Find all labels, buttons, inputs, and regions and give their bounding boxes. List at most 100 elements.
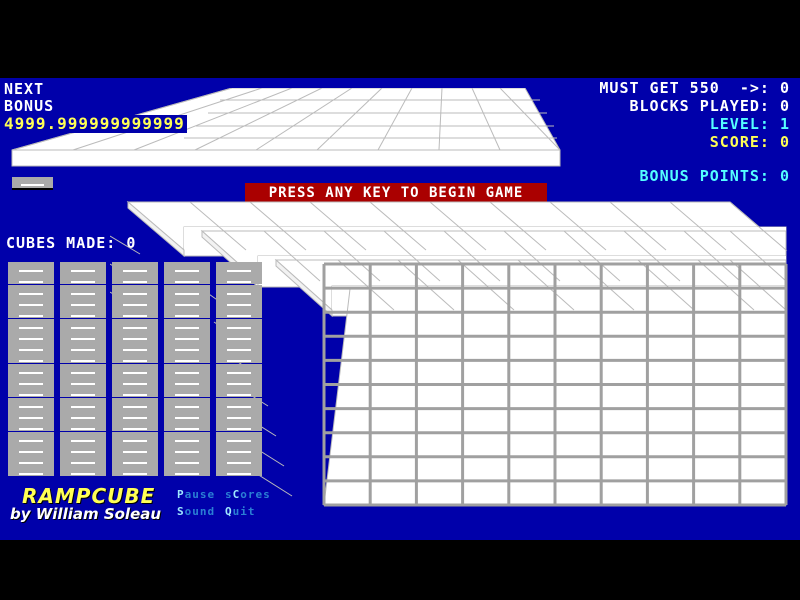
block-column [164,262,210,477]
stat-value: 0 [779,167,790,185]
bonus-label: BONUS [4,97,55,115]
stack-block [112,329,158,341]
game-author: by William Soleau [10,505,162,523]
stack-block [216,295,262,307]
menu-item-quit[interactable]: Quit [225,505,256,518]
stat-score: SCORE: 0 [710,135,790,150]
stack-block [164,352,210,364]
stack-block [164,295,210,307]
stack-block [8,431,54,443]
menu-item-sound[interactable]: Sound [177,505,215,518]
stack-block [112,295,158,307]
stat-bonus-points: BONUS POINTS: 0 [640,169,790,184]
stack-block [164,420,210,432]
stack-block [8,408,54,420]
stack-block [216,318,262,330]
stack-block [60,386,106,398]
hotkey-p: P [177,488,185,501]
stack-block [216,465,262,477]
stack-block [60,341,106,353]
block-column [8,262,54,477]
stat-label: LEVEL: [709,115,770,133]
stat-label: BONUS POINTS: [639,167,770,185]
stack-block [112,318,158,330]
stack-block [216,341,262,353]
stack-block [216,329,262,341]
stack-block [8,363,54,375]
stack-block [112,352,158,364]
stat-label: BLOCKS PLAYED: [629,97,770,115]
stack-block [216,262,262,273]
stack-block [8,454,54,466]
stack-block [112,454,158,466]
stat-must-get: MUST GET 550 ->: 0 [599,81,790,96]
stack-block [60,284,106,296]
stack-block [112,408,158,420]
stack-block [112,307,158,319]
block-column [60,262,106,477]
stack-block [60,307,106,319]
stack-block [60,397,106,409]
stack-block [164,408,210,420]
next-preview-platform [0,88,600,183]
stack-block [8,442,54,454]
stack-block [112,420,158,432]
game-logo: RAMPCUBE [22,484,156,508]
stack-block [60,408,106,420]
stat-value: 0 [779,97,790,115]
stack-block [164,262,210,273]
stack-block [112,273,158,285]
stack-block [60,431,106,443]
stack-block [216,454,262,466]
menu-prefix: s [225,488,233,501]
stat-value: 1 [779,115,790,133]
stack-block [8,329,54,341]
stat-value: 0 [779,133,790,151]
next-piece-block [12,177,53,190]
stack-block [164,273,210,285]
hotkey-q: Q [225,505,233,518]
stat-level: LEVEL: 1 [710,117,790,132]
stack-block [216,386,262,398]
stack-block [164,397,210,409]
stack-block [164,318,210,330]
stack-block [164,284,210,296]
stack-block [164,307,210,319]
press-any-key-banner[interactable]: PRESS ANY KEY TO BEGIN GAME [245,183,547,203]
menu-item-pause[interactable]: Pause [177,488,215,501]
stack-block [164,454,210,466]
menu-label: ound [184,505,216,518]
block-columns [8,262,268,477]
hotkey-c: C [232,488,241,501]
menu-label: ause [184,488,216,501]
stack-block [216,431,262,443]
stat-label: SCORE: [709,133,770,151]
stack-block [112,431,158,443]
stack-block [216,307,262,319]
stack-block [60,273,106,285]
hotkey-s: S [177,505,185,518]
block-column [216,262,262,477]
stack-block [164,431,210,443]
cube-board[interactable] [110,196,800,511]
stack-block [60,375,106,386]
stack-block [8,318,54,330]
stack-block [112,363,158,375]
stack-block [216,363,262,375]
stack-block [8,397,54,409]
next-label: NEXT [4,80,45,98]
stack-block [8,307,54,319]
stack-block [216,397,262,409]
stack-block [60,454,106,466]
menu-item-scores[interactable]: sCores [225,488,271,501]
menu-label: uit [232,505,256,518]
stack-block [216,273,262,285]
stack-block [8,284,54,296]
stack-block [164,465,210,477]
cubes-made-readout: CUBES MADE: 0 [6,236,136,251]
block-column [112,262,158,477]
menu-label: ores [240,488,271,501]
bonus-value: 4999.999999999999 [2,114,187,133]
stack-block [112,262,158,273]
